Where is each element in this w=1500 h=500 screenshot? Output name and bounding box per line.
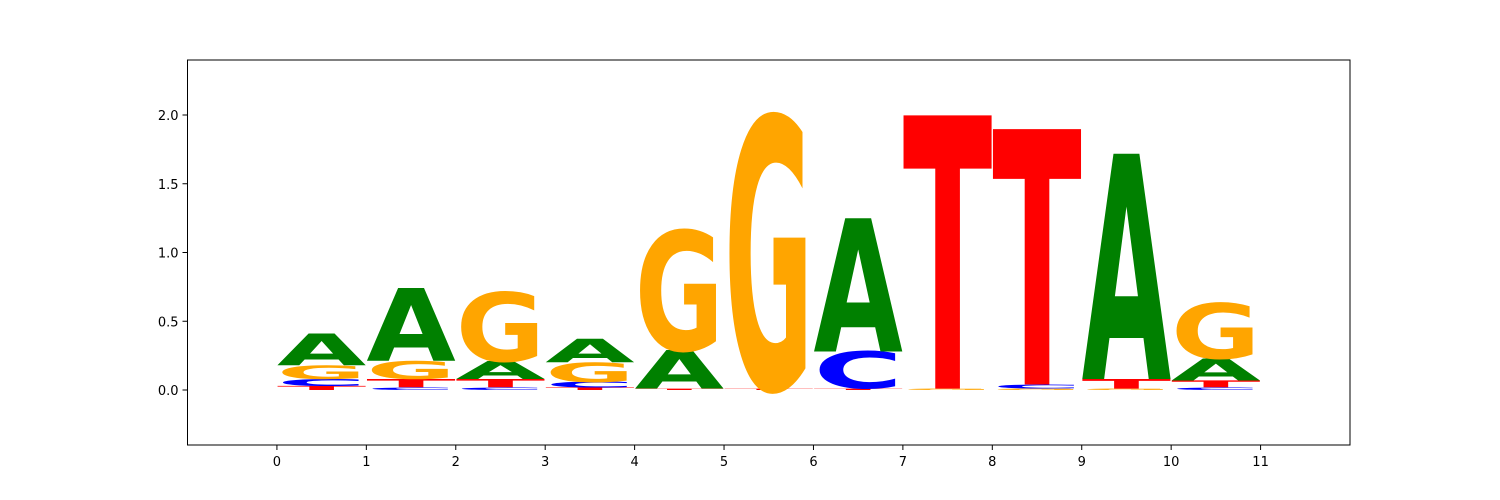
logo-letter-T: T [456,377,545,390]
y-tick-label: 0.0 [158,384,179,399]
x-tick-label: 9 [1078,455,1086,470]
logo-letter-G: G [1082,388,1171,390]
logo-letter-C: C [456,387,545,391]
logo-letter-T: T [545,387,634,391]
logo-letter-T: T [724,388,813,390]
logo-letter-A: A [456,356,546,385]
logo-letter-A: A [635,340,725,401]
logo-letter-G: G [724,42,813,476]
logo-letter-G: G [366,356,455,385]
logo-letter-A: A [1171,353,1260,388]
logo-letter-G: G [992,388,1081,390]
logo-letter-G: G [545,357,634,388]
x-tick-label: 4 [630,455,638,470]
x-tick-label: 8 [988,455,996,470]
logo-letter-T: T [1171,379,1260,390]
logo-letter-A: A [545,333,635,370]
logo-letter-T: T [366,377,455,390]
logo-letter-C: C [366,387,455,391]
logo-letter-G: G [635,198,724,389]
logo-letter-A: A [813,183,902,396]
x-tick-label: 11 [1252,455,1269,470]
logo-letter-G: G [1171,289,1260,377]
x-tick-label: 1 [362,455,370,470]
y-tick-label: 1.0 [158,247,179,262]
x-tick-label: 6 [809,455,817,470]
logo-letter-T: T [277,385,366,392]
x-tick-label: 2 [452,455,460,470]
logo-letter-G: G [456,274,545,384]
x-tick-label: 7 [899,455,907,470]
x-tick-label: 10 [1163,455,1180,470]
logo-letter-C: C [1171,387,1260,391]
logo-letter-T: T [992,60,1082,468]
logo-letter-C: C [545,380,634,389]
x-tick-label: 0 [273,455,281,470]
logo-letter-C: C [813,342,902,401]
logo-letter-C: C [992,383,1081,390]
logo-letter-A: A [277,325,367,376]
y-tick-label: 0.5 [158,315,179,330]
logo-letter-G: G [903,388,992,390]
y-tick-label: 2.0 [158,109,179,124]
logo-letter-C: C [277,377,366,388]
y-axis: 0.0 0.5 1.0 1.5 2.0 [158,109,188,399]
x-axis: 0 1 2 3 4 5 6 7 8 9 10 11 [273,445,1269,470]
x-tick-label: 3 [541,455,549,470]
x-tick-label: 5 [720,455,728,470]
logo-letter-T: T [903,42,993,479]
logo-letter-T: T [1082,376,1172,391]
logo-letter-T: T [813,388,902,390]
logo-letter-T: T [635,388,724,390]
y-tick-label: 1.5 [158,178,179,193]
logo-letter-G: G [277,362,366,384]
logo-letter-A: A [366,270,456,386]
logo-letter-A: A [1082,93,1171,452]
